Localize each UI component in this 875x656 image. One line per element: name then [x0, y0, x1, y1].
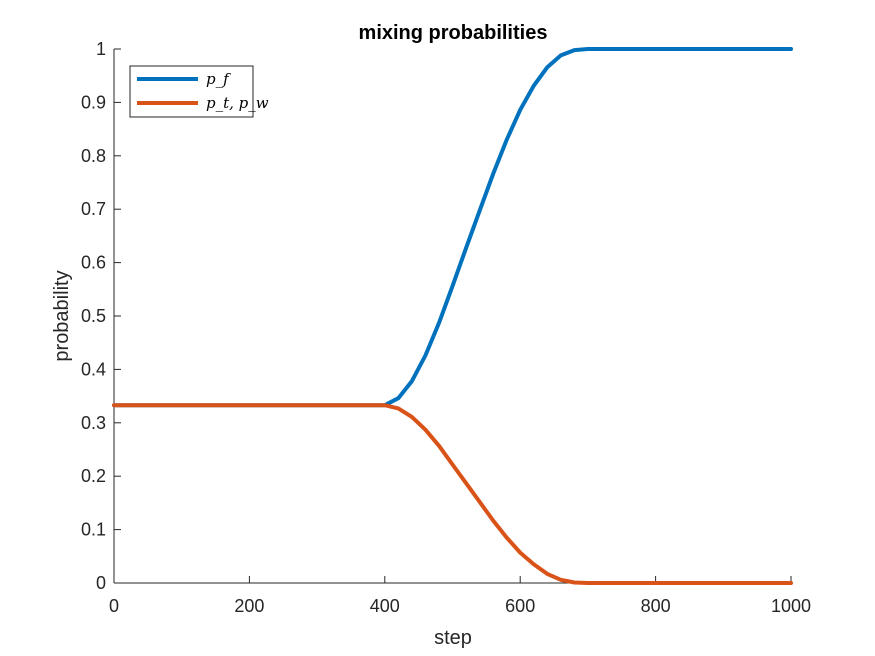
chart-title: mixing probabilities: [359, 22, 548, 44]
legend: p_f p_t, p_w: [129, 65, 269, 118]
series-layer: [112, 47, 793, 585]
x-tick-label: 600: [505, 596, 535, 616]
y-tick-label: 0.3: [81, 413, 106, 433]
x-tick-label: 1000: [771, 596, 811, 616]
y-tick-label: 0: [96, 573, 106, 593]
legend-box: [129, 65, 254, 118]
x-tick-label: 800: [641, 596, 671, 616]
y-tick-label: 0.1: [81, 520, 106, 540]
x-tick-label: 200: [234, 596, 264, 616]
series-line-1: [112, 403, 793, 585]
axes: 0 200 400 600 800 1000 0 0.1 0.2 0.3 0.4 0.5 0.6 0.7 0…: [81, 39, 811, 616]
legend-label-1: p_t, p_w: [206, 94, 269, 112]
x-tick-label: 0: [109, 596, 119, 616]
y-tick-label: 0.8: [81, 146, 106, 166]
y-tick-label: 0.2: [81, 466, 106, 486]
y-tick-label: 1: [96, 39, 106, 59]
y-axis-label: probability: [51, 270, 73, 361]
y-tick-label: 0.4: [81, 359, 106, 379]
y-tick-label: 0.7: [81, 199, 106, 219]
y-tick-label: 0.6: [81, 253, 106, 273]
legend-label-0: p_f: [206, 70, 231, 88]
x-tick-label: 400: [370, 596, 400, 616]
x-axis-label: step: [434, 627, 472, 649]
y-tick-label: 0.9: [81, 92, 106, 112]
y-tick-label: 0.5: [81, 306, 106, 326]
